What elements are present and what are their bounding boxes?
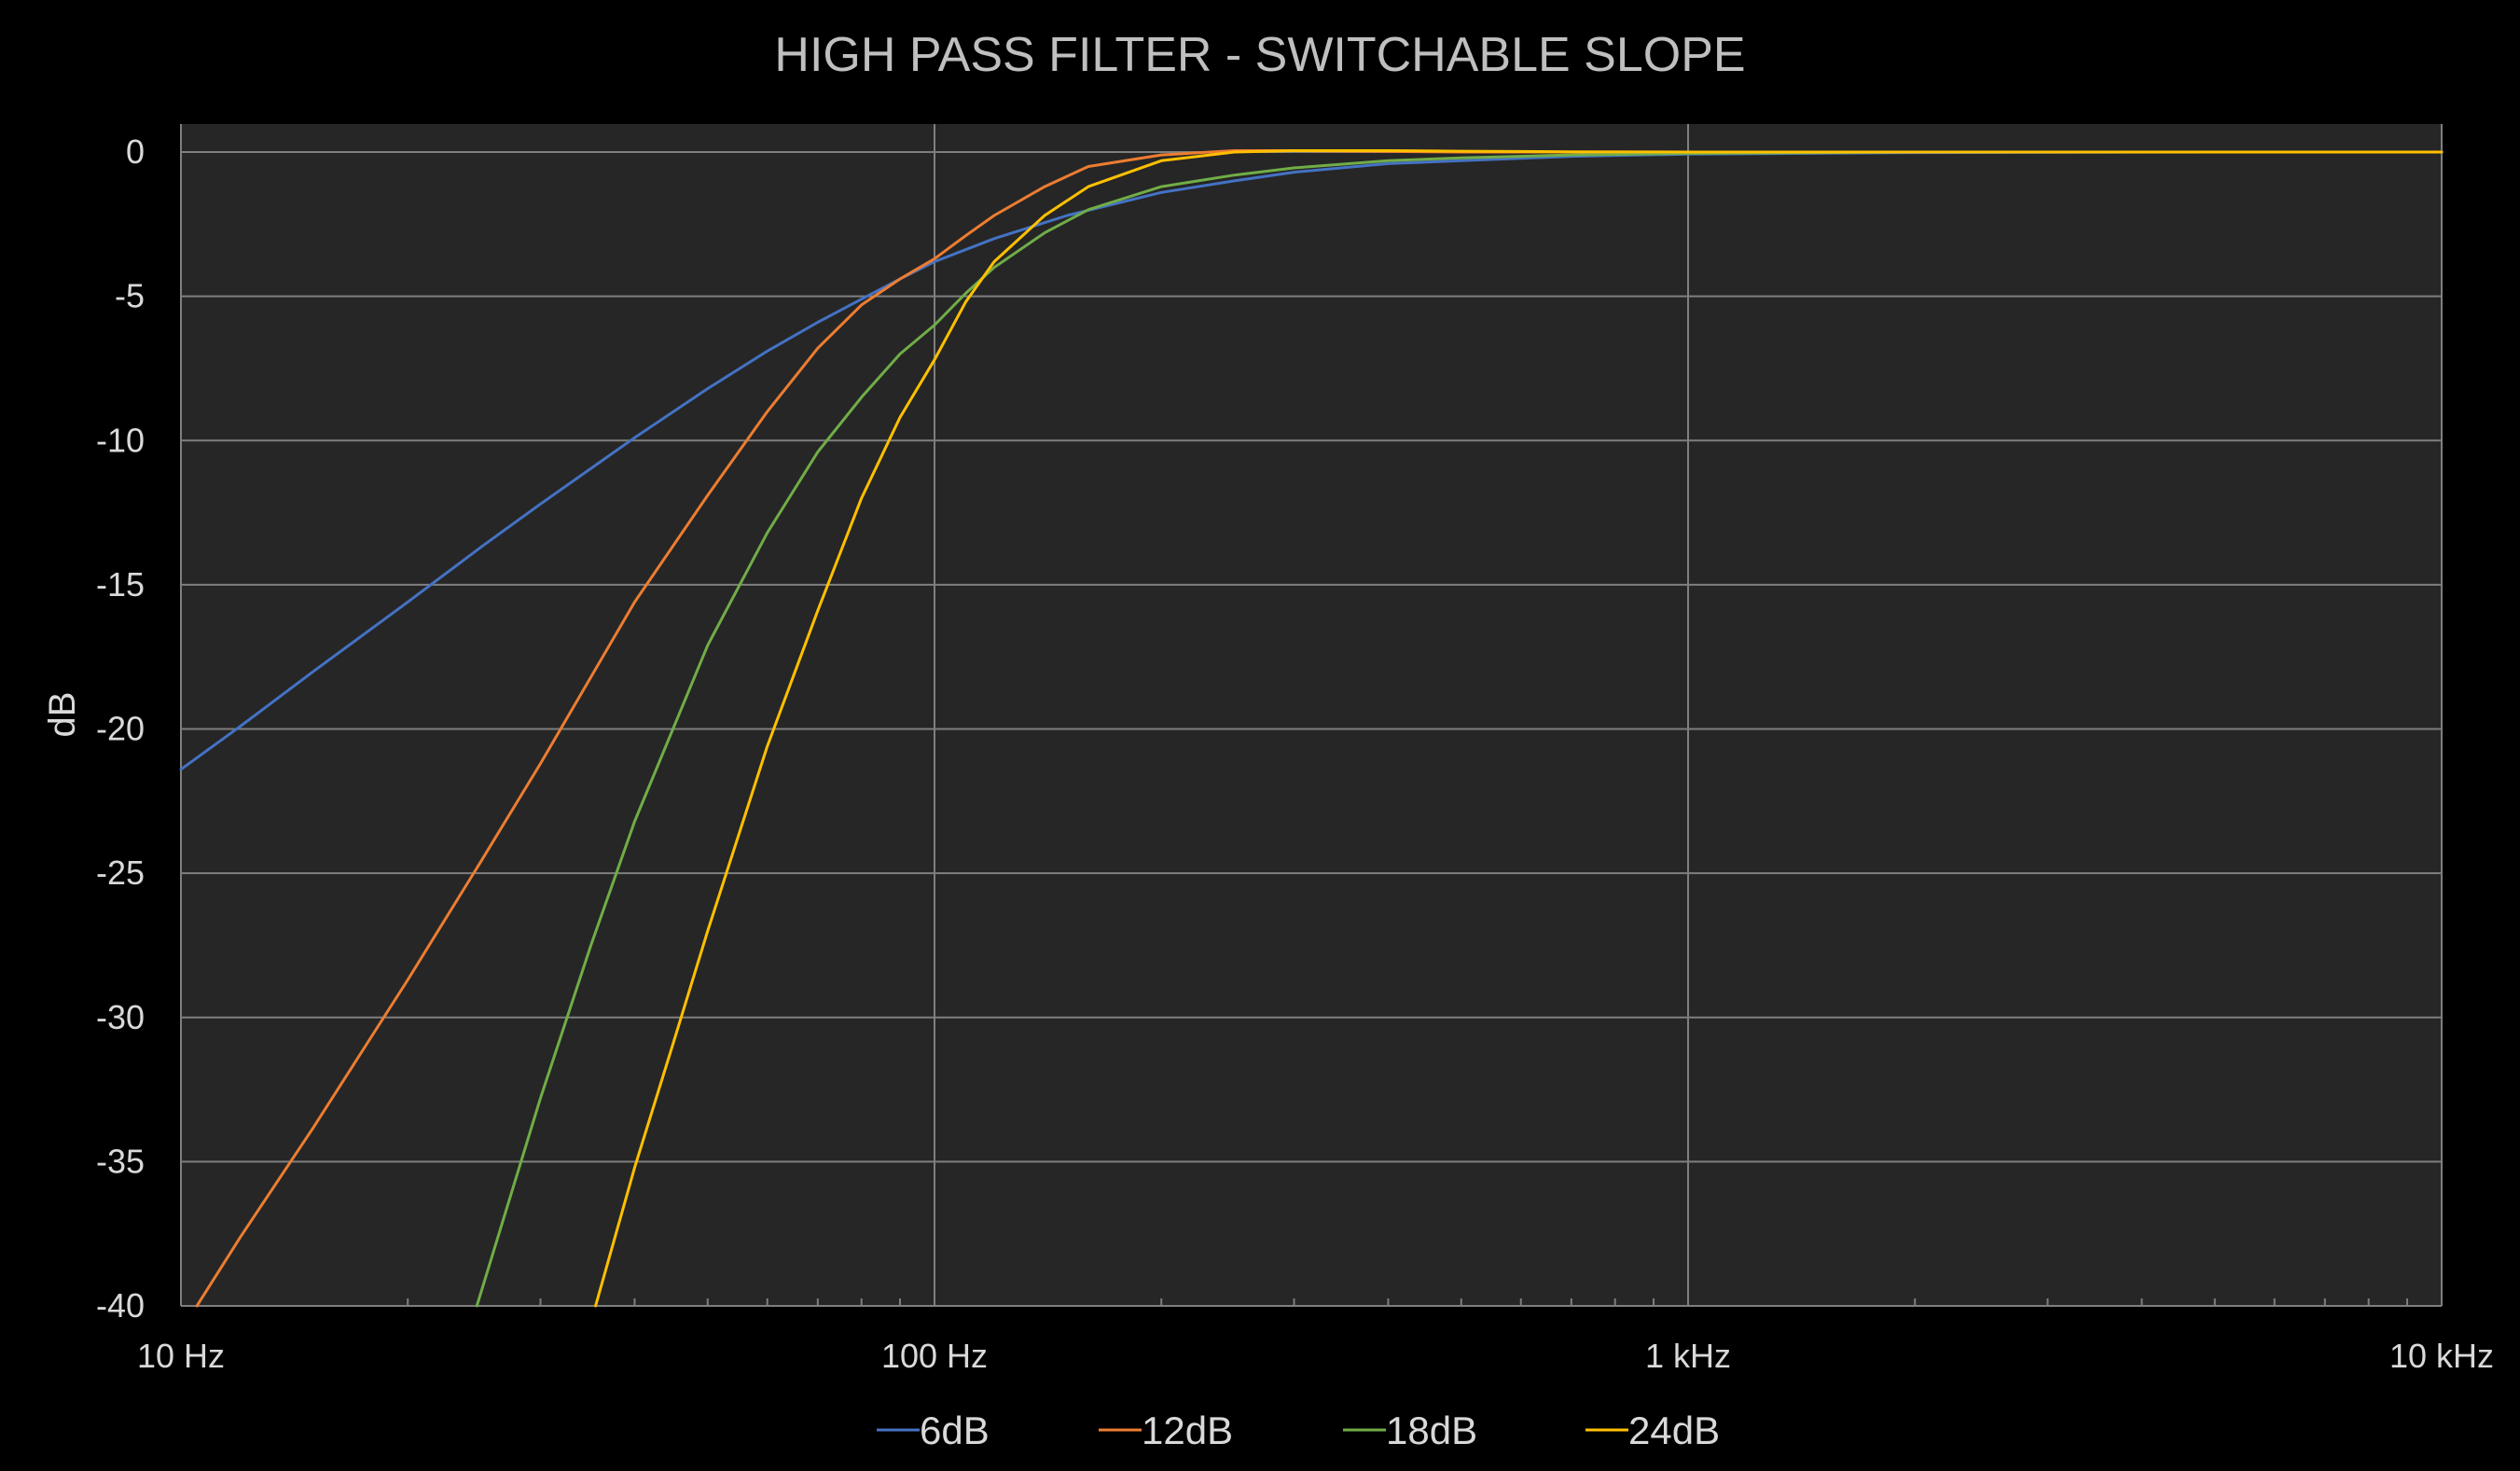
x-tick-label: 10 kHz [2389,1337,2494,1375]
chart-title: HIGH PASS FILTER - SWITCHABLE SLOPE [774,28,1745,82]
y-tick-label: -35 [96,1142,145,1180]
y-axis-label: dB [42,692,83,738]
x-tick-label: 10 Hz [137,1337,225,1375]
x-tick-label: 100 Hz [881,1337,988,1375]
legend-label: 6dB [920,1409,990,1452]
series-lines [179,149,2444,1308]
x-tick-label: 1 kHz [1645,1337,1731,1375]
legend: 6dB 12dB 18dB 24dB [877,1409,1720,1452]
y-tick-label: -10 [96,421,145,459]
y-tick-label: -25 [96,853,145,892]
legend-label: 12dB [1142,1409,1233,1452]
y-tick-label: -5 [115,277,145,315]
y-tick-label: -15 [96,565,145,604]
y-tick-label: -30 [96,998,145,1036]
series-line-24dB [594,149,2444,1308]
plot-area [181,124,2442,1306]
gridlines [180,124,2443,1307]
y-tick-label: 0 [126,132,145,171]
y-tick-label: -40 [96,1286,145,1325]
legend-label: 18dB [1386,1409,1477,1452]
x-axis-ticks: 10 Hz 100 Hz 1 kHz 10 kHz [137,1337,2494,1375]
y-axis-ticks: 0 -5 -10 -15 -20 -25 -30 -35 -40 [96,132,145,1325]
y-tick-label: -20 [96,710,145,748]
series-line-18dB [475,150,2444,1308]
legend-label: 24dB [1628,1409,1720,1452]
